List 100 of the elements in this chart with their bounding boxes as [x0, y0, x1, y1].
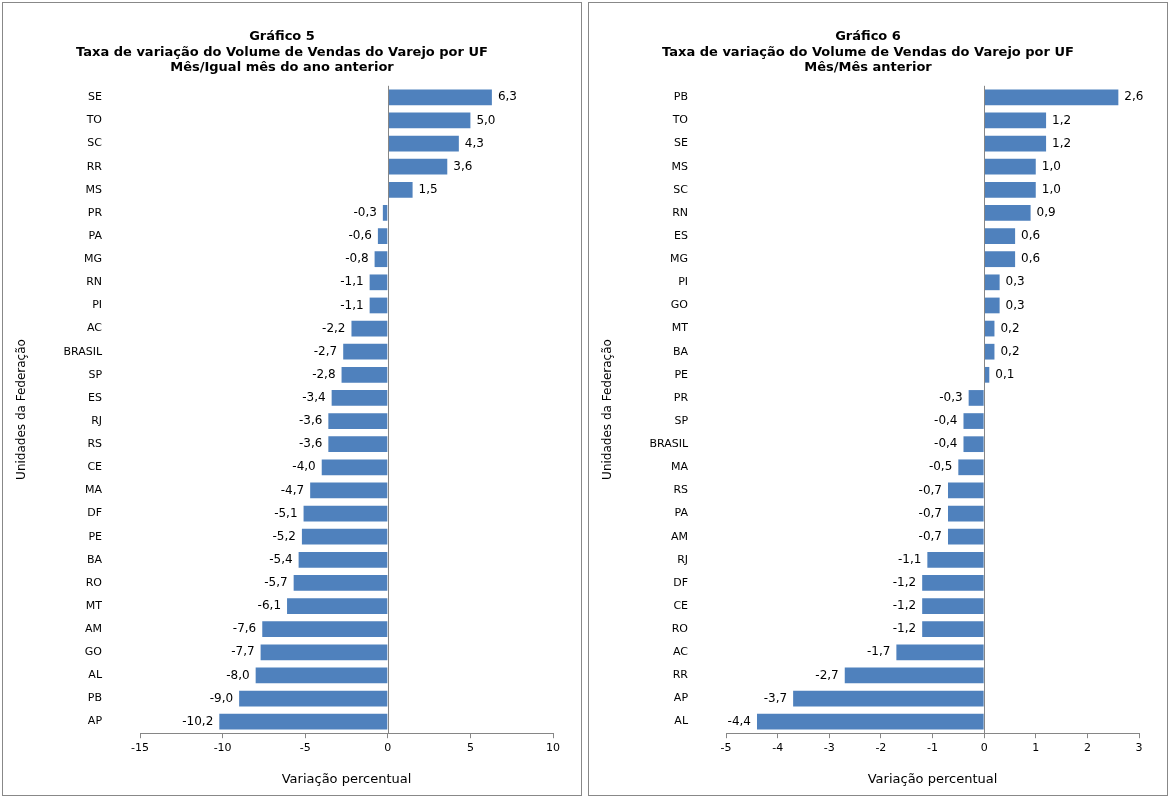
bar: [984, 228, 1016, 244]
bar: [331, 390, 388, 406]
y-tick-label: PR: [87, 205, 103, 219]
bar: [255, 667, 388, 684]
y-tick-label: PI: [92, 298, 103, 312]
bar: [310, 482, 388, 499]
bar: [239, 690, 388, 707]
bar: [968, 390, 984, 406]
y-tick-label: AM: [85, 622, 103, 636]
data-label: -6,1: [257, 598, 282, 613]
y-tick-label: DF: [87, 506, 103, 520]
bar: [922, 621, 984, 638]
y-tick-label: AC: [87, 321, 103, 335]
bar: [963, 436, 984, 453]
y-tick-label: AP: [673, 691, 689, 705]
y-tick-label: MG: [84, 252, 103, 266]
y-tick-label: AP: [87, 714, 103, 728]
bar: [388, 158, 448, 175]
data-label: -5,1: [274, 505, 298, 520]
y-tick-label: BRASIL: [649, 437, 689, 451]
data-label: -3,7: [763, 690, 788, 705]
data-label: 0,6: [1021, 251, 1041, 266]
data-label: 0,9: [1036, 205, 1056, 220]
y-tick-label: PB: [673, 90, 689, 104]
data-label: -0,7: [918, 528, 942, 543]
bar: [262, 621, 388, 638]
bar: [388, 89, 492, 106]
bar: [219, 713, 388, 730]
x-tick-label: -2: [875, 740, 887, 754]
data-label: -1,1: [340, 297, 364, 312]
y-tick-label: RN: [672, 205, 689, 219]
y-tick-label: CE: [87, 460, 103, 474]
x-tick-label: 10: [546, 740, 560, 754]
y-tick-label: MA: [85, 483, 103, 497]
data-label: -0,7: [918, 482, 942, 497]
bar: [984, 89, 1119, 106]
data-label: 0,3: [1005, 297, 1025, 312]
y-tick-label: AC: [673, 645, 689, 659]
bar: [341, 366, 388, 383]
data-label: 0,2: [1000, 343, 1020, 358]
bar: [328, 436, 388, 453]
data-label: -4,0: [292, 459, 316, 474]
x-tick-label: 1: [1032, 740, 1040, 754]
y-tick-label: MT: [85, 598, 103, 612]
data-label: 2,6: [1124, 89, 1144, 104]
data-label: -7,6: [232, 621, 257, 636]
bar: [388, 112, 471, 129]
y-tick-label: GO: [84, 645, 103, 659]
data-label: -0,8: [345, 251, 369, 266]
data-label: -2,7: [313, 343, 338, 358]
bar: [343, 343, 388, 360]
y-tick-label: BA: [86, 552, 103, 566]
y-tick-label: MS: [85, 182, 103, 196]
y-tick-label: ES: [88, 390, 103, 404]
x-axis-title: Variação percentual: [281, 770, 412, 786]
x-tick-label: 0: [384, 740, 392, 754]
y-tick-label: MG: [670, 252, 689, 266]
y-tick-label: PA: [674, 506, 689, 520]
bar: [984, 297, 1000, 314]
data-label: -0,4: [934, 413, 958, 428]
data-label: -4,7: [280, 482, 305, 497]
bar: [922, 598, 984, 614]
y-tick-label: MA: [671, 460, 689, 474]
data-label: -0,3: [939, 390, 963, 405]
bar: [984, 205, 1031, 221]
y-tick-label: PI: [678, 275, 689, 289]
bar: [963, 413, 984, 429]
y-tick-label: RS: [87, 437, 103, 451]
x-tick-label: -3: [823, 740, 835, 754]
bar: [844, 667, 984, 684]
bar: [301, 528, 388, 545]
bar: [351, 320, 388, 337]
y-tick-label: PE: [674, 367, 689, 381]
data-label: -7,7: [231, 644, 255, 659]
bar: [896, 644, 984, 661]
data-label: 0,2: [1000, 320, 1020, 335]
data-label: -3,4: [302, 390, 326, 405]
y-tick-label: AL: [88, 668, 103, 682]
data-label: -2,2: [322, 320, 346, 335]
bar: [984, 251, 1016, 268]
data-label: 0,6: [1021, 228, 1041, 243]
y-tick-label: AL: [674, 714, 689, 728]
bar: [984, 343, 995, 360]
y-tick-label: RN: [86, 275, 103, 289]
y-tick-label: RR: [86, 159, 103, 173]
x-tick-label: 3: [1135, 740, 1143, 754]
bar: [374, 251, 388, 268]
data-label: -9,0: [209, 690, 234, 705]
y-tick-label: TO: [671, 113, 689, 127]
data-label: 4,3: [464, 135, 484, 150]
data-label: -3,6: [298, 436, 323, 451]
y-axis-title: Unidades da Federação: [600, 339, 615, 480]
y-tick-label: ES: [674, 228, 689, 242]
y-tick-label: RO: [671, 622, 689, 636]
x-tick-label: -5: [299, 740, 311, 754]
data-label: -1,7: [866, 644, 891, 659]
data-label: 1,0: [1041, 158, 1061, 173]
bar: [927, 551, 984, 568]
bar: [377, 228, 388, 244]
y-tick-label: RS: [673, 483, 689, 497]
